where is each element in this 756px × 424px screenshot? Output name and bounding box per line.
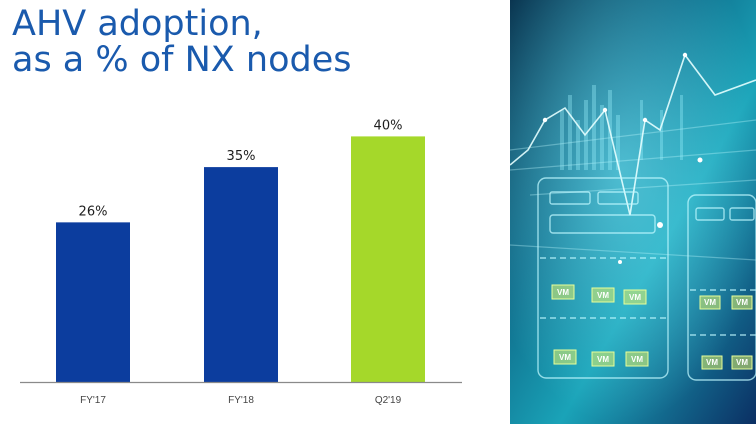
svg-text:VM: VM	[629, 293, 641, 302]
x-tick-label-3: Q2'19	[375, 395, 402, 406]
vm-tile: VM	[731, 295, 753, 310]
x-tick-label-2: FY'18	[228, 395, 254, 406]
data-label-1: 26%	[79, 204, 108, 219]
svg-text:VM: VM	[631, 355, 643, 364]
svg-text:VM: VM	[736, 358, 748, 367]
vm-tile: VM	[731, 355, 753, 370]
title-line-1: AHV adoption,	[12, 4, 263, 44]
svg-text:VM: VM	[559, 353, 571, 362]
svg-text:VM: VM	[704, 298, 716, 307]
vm-tile: VM	[591, 287, 615, 303]
svg-text:VM: VM	[597, 291, 609, 300]
vm-tile: VM	[625, 351, 649, 367]
bar-3	[351, 136, 425, 382]
datacenter-illustration: VM VM VM VM VM VM VM VM VM VM	[510, 0, 756, 424]
svg-text:VM: VM	[557, 288, 569, 297]
svg-text:VM: VM	[597, 355, 609, 364]
bar-2	[204, 167, 278, 382]
bar-1	[56, 222, 130, 382]
data-label-3: 40%	[374, 118, 403, 133]
vm-tile: VM	[699, 295, 721, 310]
x-tick-label-1: FY'17	[80, 395, 106, 406]
vm-tile: VM	[701, 355, 723, 370]
data-label-2: 35%	[227, 149, 256, 164]
title-line-2: as a % of NX nodes	[12, 40, 352, 80]
vm-tile: VM	[623, 289, 647, 305]
svg-text:VM: VM	[736, 298, 748, 307]
trend-line	[510, 53, 756, 216]
svg-text:VM: VM	[706, 358, 718, 367]
vm-tiles: VM VM VM VM VM VM VM VM VM VM	[551, 284, 753, 370]
vm-tile: VM	[553, 349, 577, 365]
vm-tile: VM	[591, 351, 615, 367]
vm-tile: VM	[551, 284, 575, 300]
chart-title: AHV adoption, as a % of NX nodes	[12, 6, 492, 78]
bar-chart: 26% FY'17 35% FY'18 40% Q2'19	[20, 118, 462, 406]
